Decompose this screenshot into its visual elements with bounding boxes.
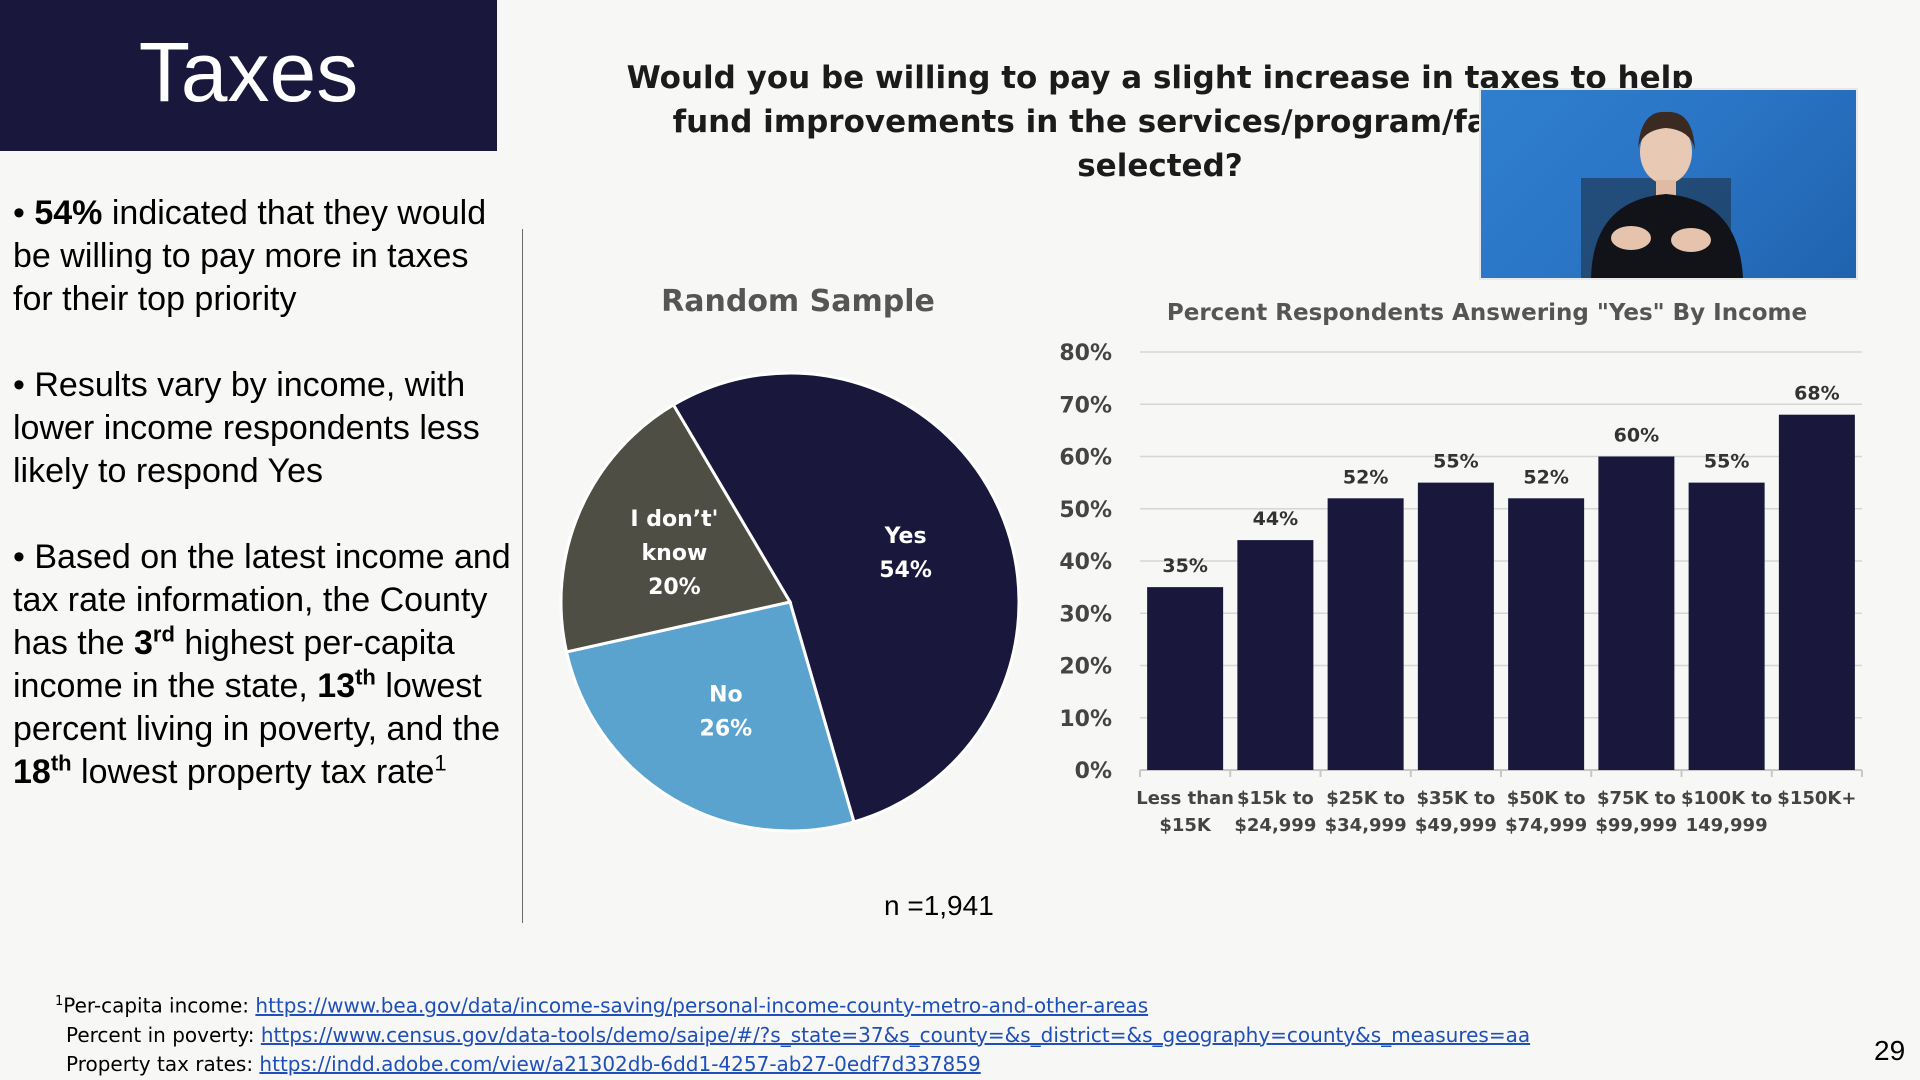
property-tax-link[interactable]: https://indd.adobe.com/view/a21302db-6dd… [259, 1051, 981, 1076]
x-category-label: $24,999 [1234, 815, 1316, 836]
interpreter-figure [1581, 111, 1743, 278]
footnote-marker: 1 [55, 994, 64, 1009]
rank-number: 18 [13, 753, 51, 791]
bullet-text: lowest percent living in poverty, and th… [13, 667, 500, 748]
x-category-label: $75K to [1597, 788, 1676, 809]
sample-size-label: n =1,941 [884, 890, 994, 921]
y-tick-label: 70% [1059, 393, 1112, 418]
y-tick-label: 20% [1059, 655, 1112, 680]
bullet-text: Results vary by income, with lower incom… [13, 366, 480, 490]
pie-slice-yes [671, 371, 1021, 824]
footnote-label: Percent in poverty: [66, 1022, 261, 1047]
bar-value-label: 55% [1433, 451, 1478, 473]
pie-chart: Yes 54% No 26% I don’t' know 20% [559, 371, 1021, 833]
x-category-label: $35K to [1416, 788, 1495, 809]
pie-slice-no [564, 600, 856, 833]
poverty-data-link[interactable]: https://www.census.gov/data-tools/demo/s… [260, 1022, 1531, 1047]
bar [1237, 540, 1314, 770]
pie-slice-label: know [642, 541, 708, 566]
x-category-label: Less than [1136, 788, 1234, 809]
rank-suffix: rd [152, 621, 175, 647]
rank-number: 13 [317, 667, 356, 705]
y-tick-label: 40% [1059, 550, 1112, 575]
bullet-text: lowest property tax rate [71, 753, 435, 791]
bar [1688, 482, 1765, 770]
bar-value-label: 68% [1794, 383, 1839, 405]
slide-title: Taxes [138, 25, 359, 119]
bullet-text: highest per-capita income in the state, [13, 624, 455, 705]
bar [1147, 587, 1224, 770]
x-category-label: 149,999 [1686, 815, 1768, 836]
rank-poverty: 13th [317, 664, 376, 705]
bar-value-label: 52% [1523, 466, 1568, 488]
bar-value-label: 55% [1704, 451, 1749, 473]
interpreter-video [1479, 88, 1858, 280]
pie-slice-percent-label: 26% [700, 716, 753, 741]
bar [1417, 482, 1494, 770]
vertical-divider [522, 229, 523, 923]
x-category-label: $15k to [1237, 788, 1314, 809]
bullet-highlight-percent: 54% [34, 194, 103, 232]
footnote-poverty: Percent in poverty: https://www.census.g… [55, 1021, 1530, 1050]
pie-slice-label: No [709, 682, 743, 707]
x-category-label: $150K+ [1777, 788, 1856, 809]
footnote-per-capita: 1Per-capita income: https://www.bea.gov/… [55, 987, 1530, 1021]
bullet-text: indicated that they would be willing to … [13, 194, 487, 318]
bullet-text: Based on the latest income and tax rate … [13, 538, 511, 662]
pie-slice-label: I don’t' [630, 507, 718, 532]
footnote-label: Per-capita income: [63, 993, 256, 1018]
y-tick-label: 50% [1059, 498, 1112, 523]
rank-suffix: th [355, 664, 376, 690]
x-category-label: $15K [1159, 815, 1212, 836]
income-bar-chart: Percent Respondents Answering "Yes" By I… [1059, 300, 1863, 836]
rank-property-tax: 18th [13, 750, 72, 791]
bar-chart-title: Percent Respondents Answering "Yes" By I… [1167, 300, 1807, 326]
footnotes: 1Per-capita income: https://www.bea.gov/… [55, 987, 1530, 1079]
rank-number: 3 [133, 624, 153, 662]
bullet-willing-to-pay: • 54% indicated that they would be willi… [13, 194, 487, 318]
bar [1778, 414, 1855, 770]
y-tick-label: 0% [1075, 759, 1112, 784]
pie-slice-label: Yes [884, 524, 927, 549]
x-category-label: $99,999 [1595, 815, 1677, 836]
y-tick-label: 10% [1059, 707, 1112, 732]
footnote-marker: 1 [434, 750, 447, 776]
bar [1598, 456, 1675, 770]
bullet-income-variation: • Results vary by income, with lower inc… [13, 366, 480, 490]
x-category-label: $50K to [1507, 788, 1586, 809]
per-capita-income-link[interactable]: https://www.bea.gov/data/income-saving/p… [255, 993, 1149, 1018]
y-tick-label: 30% [1059, 602, 1112, 627]
x-category-label: $25K to [1326, 788, 1405, 809]
x-category-label: $74,999 [1505, 815, 1587, 836]
bar [1327, 498, 1404, 770]
rank-per-capita: 3rd [133, 621, 175, 662]
bar [1508, 498, 1585, 770]
pie-slice-percent-label: 20% [648, 575, 701, 600]
bar-value-label: 60% [1614, 425, 1659, 447]
rank-suffix: th [50, 750, 72, 776]
pie-chart-title: Random Sample [661, 284, 935, 319]
bullet-county-rankings: • Based on the latest income and tax rat… [13, 538, 511, 791]
bar-value-label: 52% [1343, 466, 1388, 488]
page-number: 29 [1874, 1035, 1906, 1066]
bar-value-label: 44% [1253, 508, 1298, 530]
y-tick-label: 80% [1059, 341, 1112, 366]
footnote-label: Property tax rates: [66, 1051, 260, 1076]
pie-slice-i-don-t-know [559, 402, 793, 654]
bar-value-label: 35% [1162, 555, 1207, 577]
title-banner: Taxes [0, 0, 497, 151]
bullet-list: • 54% indicated that they would be willi… [13, 192, 513, 837]
x-category-label: $49,999 [1415, 815, 1497, 836]
y-tick-label: 60% [1059, 446, 1112, 471]
pie-slice-percent-label: 54% [879, 558, 932, 583]
x-category-label: $100K to [1681, 788, 1772, 809]
x-category-label: $34,999 [1325, 815, 1407, 836]
footnote-property-tax: Property tax rates: https://indd.adobe.c… [55, 1050, 1530, 1079]
